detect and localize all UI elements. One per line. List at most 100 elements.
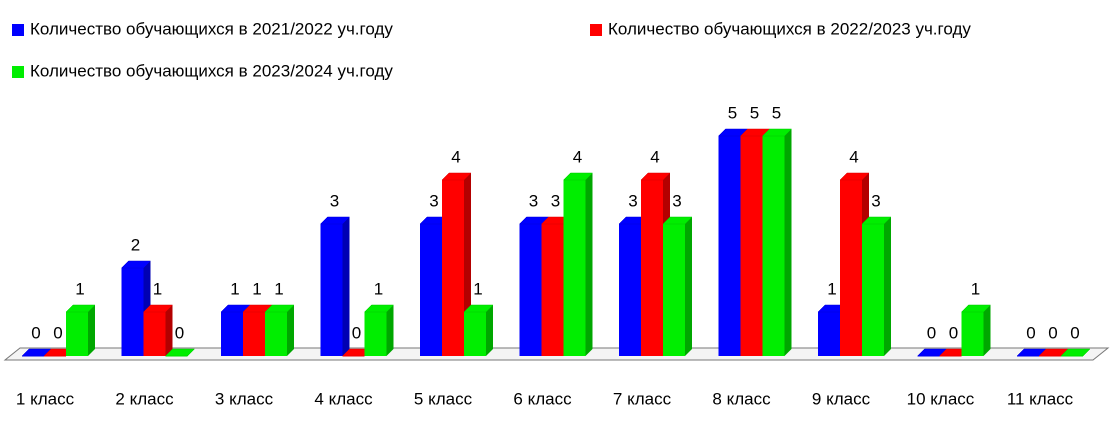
data-label: 4 <box>849 147 858 166</box>
bar <box>142 304 174 356</box>
data-label: 4 <box>573 147 582 166</box>
bar-side <box>784 129 792 356</box>
bar-front <box>740 136 763 356</box>
bar-side <box>342 217 350 356</box>
x-tick-label: 10 класс <box>907 389 975 408</box>
x-tick-label: 2 класс <box>115 389 174 408</box>
bar-top <box>164 348 196 357</box>
bar-front <box>762 136 785 356</box>
bar <box>562 172 594 356</box>
bar-side <box>983 305 991 356</box>
data-label: 1 <box>230 279 239 298</box>
bar <box>264 304 295 356</box>
data-label: 3 <box>330 191 339 210</box>
bar-front <box>619 224 641 356</box>
bar-top <box>562 172 594 181</box>
bar-side <box>88 305 95 356</box>
data-label: 5 <box>750 103 759 122</box>
bar-front <box>420 224 442 356</box>
data-label: 3 <box>429 191 438 210</box>
bar-front <box>862 224 884 356</box>
bar-top <box>1060 348 1091 357</box>
bar <box>1060 348 1091 357</box>
bar-front <box>641 180 663 356</box>
bar-top <box>363 304 395 313</box>
bar-side <box>386 305 394 356</box>
data-label: 4 <box>650 147 659 166</box>
data-label: 0 <box>1026 323 1035 342</box>
legend-label: Количество обучающихся в 2021/2022 уч.го… <box>30 19 393 38</box>
bar-front <box>541 224 564 356</box>
bar-top <box>463 304 494 313</box>
data-label: 0 <box>352 323 361 342</box>
bar-top <box>441 172 472 181</box>
bar-side <box>685 217 692 356</box>
bar-front <box>221 312 243 356</box>
bar-front <box>364 312 387 356</box>
data-label: 2 <box>131 235 140 254</box>
legend-swatch <box>12 66 24 78</box>
bar-front <box>563 180 586 356</box>
data-label: 0 <box>175 323 184 342</box>
bar-front <box>243 312 265 356</box>
x-tick-label: 4 класс <box>314 389 373 408</box>
bar-side <box>287 305 294 356</box>
bar-front <box>840 180 862 356</box>
x-tick-label: 8 класс <box>712 389 771 408</box>
bar-top <box>319 216 351 225</box>
bar-top <box>662 216 693 225</box>
bar-front <box>442 180 464 356</box>
bar-front <box>66 312 88 356</box>
bar-top <box>861 216 892 225</box>
bar-top <box>120 260 152 269</box>
bar-front <box>519 224 542 356</box>
data-label: 0 <box>31 323 40 342</box>
data-label: 1 <box>827 279 836 298</box>
data-label: 3 <box>551 191 560 210</box>
x-tick-label: 11 класс <box>1007 389 1074 408</box>
data-label: 3 <box>529 191 538 210</box>
data-label: 1 <box>274 279 283 298</box>
bar-top <box>142 304 174 313</box>
bar-top <box>960 304 992 313</box>
bar <box>463 304 494 356</box>
data-label: 0 <box>1048 323 1057 342</box>
data-label: 0 <box>1070 323 1079 342</box>
data-label: 1 <box>374 279 383 298</box>
bar-front <box>718 136 741 356</box>
bar-side <box>165 305 173 356</box>
bar <box>65 304 96 356</box>
bar-front <box>121 268 144 356</box>
bar <box>960 304 992 356</box>
bar <box>164 348 196 357</box>
data-label: 5 <box>728 103 737 122</box>
data-label: 0 <box>53 323 62 342</box>
data-label: 4 <box>451 147 460 166</box>
bar <box>861 216 892 356</box>
bar-front <box>464 312 486 356</box>
bar-front <box>818 312 840 356</box>
legend-swatch <box>590 24 602 36</box>
legend-label: Количество обучающихся в 2022/2023 уч.го… <box>608 19 971 38</box>
bar-side <box>884 217 891 356</box>
bar-top <box>65 304 96 313</box>
x-tick-label: 7 класс <box>613 389 672 408</box>
legend-swatch <box>12 24 24 36</box>
bar-top <box>264 304 295 313</box>
bar <box>761 128 793 356</box>
x-tick-label: 5 класс <box>414 389 473 408</box>
x-tick-label: 9 класс <box>812 389 871 408</box>
data-label: 1 <box>75 279 84 298</box>
bar <box>662 216 693 356</box>
data-label: 5 <box>772 103 781 122</box>
data-label: 0 <box>949 323 958 342</box>
data-label: 3 <box>871 191 880 210</box>
bar-front <box>265 312 287 356</box>
bar <box>319 216 351 356</box>
data-label: 3 <box>672 191 681 210</box>
bar-front <box>143 312 166 356</box>
x-tick-label: 6 класс <box>513 389 572 408</box>
bar-top <box>839 172 870 181</box>
data-label: 1 <box>473 279 482 298</box>
